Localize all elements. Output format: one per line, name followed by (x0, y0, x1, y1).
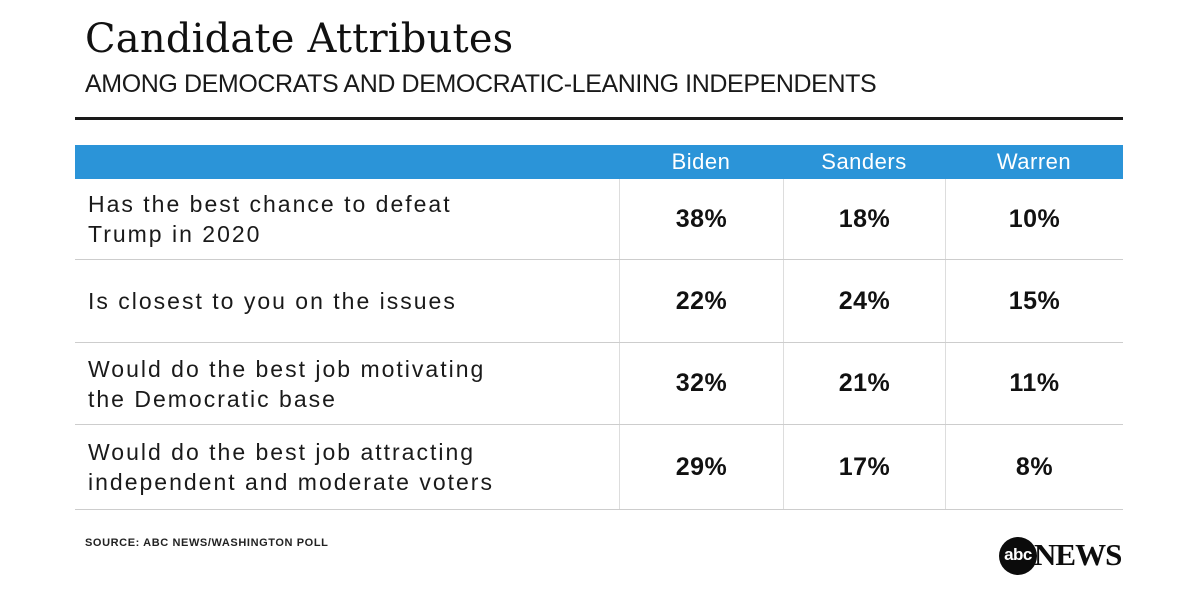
news-logo-text: NEWS (1034, 537, 1122, 572)
value-warren: 15% (945, 260, 1123, 342)
row-label: Would do the best job motivating the Dem… (88, 355, 486, 412)
row-label: Has the best chance to defeat Trump in 2… (88, 191, 452, 247)
source-note: SOURCE: ABC NEWS/WASHINGTON POLL (85, 537, 329, 549)
value-biden: 22% (619, 260, 783, 342)
value-sanders: 17% (783, 425, 945, 509)
row-label: Is closest to you on the issues (88, 288, 457, 314)
value-warren: 11% (945, 343, 1123, 424)
value-warren: 8% (945, 425, 1123, 509)
value-biden: 29% (619, 425, 783, 509)
abc-news-logo: abc NEWS (999, 537, 1122, 575)
page-title: Candidate Attributes (85, 16, 514, 62)
column-header-sanders: Sanders (821, 149, 907, 174)
value-warren: 10% (945, 179, 1123, 259)
value-sanders: 18% (783, 179, 945, 259)
value-sanders: 21% (783, 343, 945, 424)
row-label: Would do the best job attracting indepen… (88, 439, 494, 495)
column-header-biden: Biden (671, 149, 731, 174)
table-row: Is closest to you on the issues 22% 24% … (75, 260, 1123, 343)
value-biden: 32% (619, 343, 783, 424)
abc-logo-text: abc (1004, 545, 1032, 564)
title-divider (75, 117, 1123, 120)
page-subtitle: AMONG DEMOCRATS AND DEMOCRATIC-LEANING I… (85, 70, 877, 98)
candidate-attributes-table: Biden Sanders Warren Has the best chance… (75, 145, 1123, 510)
table-row: Has the best chance to defeat Trump in 2… (75, 179, 1123, 260)
table-header-spacer (75, 145, 619, 179)
value-biden: 38% (619, 179, 783, 259)
table-row: Would do the best job attracting indepen… (75, 425, 1123, 510)
value-sanders: 24% (783, 260, 945, 342)
table-header-row: Biden Sanders Warren (75, 145, 1123, 179)
column-header-warren: Warren (996, 149, 1072, 174)
table-row: Would do the best job motivating the Dem… (75, 343, 1123, 425)
abc-logo-circle: abc (999, 537, 1037, 575)
